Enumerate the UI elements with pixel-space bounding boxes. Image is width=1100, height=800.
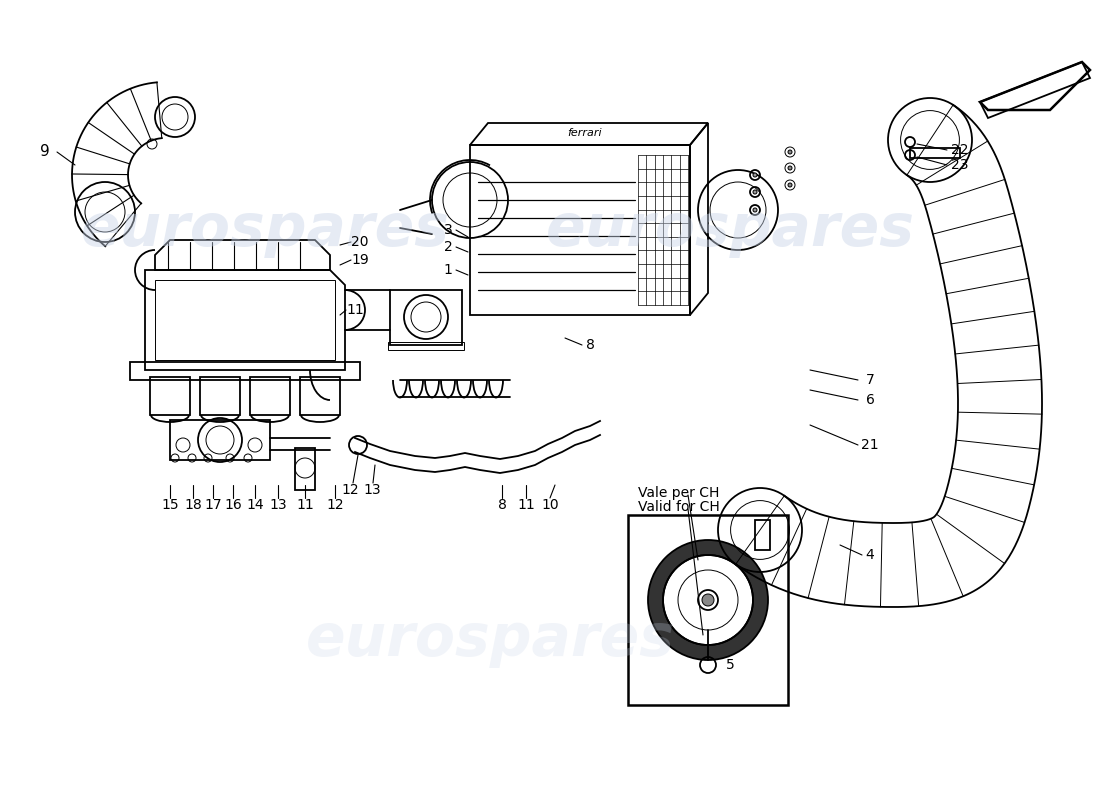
Text: 3: 3 <box>443 223 452 237</box>
Circle shape <box>754 190 757 194</box>
Bar <box>295 448 315 490</box>
Text: 6: 6 <box>866 393 874 407</box>
Text: 8: 8 <box>585 338 594 352</box>
Text: 4: 4 <box>866 548 874 562</box>
Bar <box>200 377 240 415</box>
Text: 2: 2 <box>443 240 452 254</box>
Text: 13: 13 <box>270 498 287 512</box>
Wedge shape <box>648 540 768 660</box>
Circle shape <box>702 594 714 606</box>
Bar <box>130 362 360 380</box>
Text: Vale per CH: Vale per CH <box>638 486 719 500</box>
Text: 1: 1 <box>443 263 452 277</box>
Text: 11: 11 <box>346 303 364 317</box>
Text: eurospares: eurospares <box>80 202 450 258</box>
Bar <box>388 342 464 350</box>
Circle shape <box>754 173 757 177</box>
Text: 7: 7 <box>866 373 874 387</box>
Text: 20: 20 <box>351 235 369 249</box>
Circle shape <box>788 183 792 187</box>
Text: 17: 17 <box>205 498 222 512</box>
Text: 12: 12 <box>327 498 344 512</box>
Text: 21: 21 <box>861 438 879 452</box>
Bar <box>910 148 960 158</box>
Text: 5: 5 <box>726 658 735 672</box>
Circle shape <box>788 166 792 170</box>
Text: 23: 23 <box>952 158 969 172</box>
Text: 22: 22 <box>952 143 969 157</box>
Bar <box>300 377 340 415</box>
Text: eurospares: eurospares <box>546 202 914 258</box>
Circle shape <box>678 570 738 630</box>
Bar <box>628 515 788 705</box>
Bar <box>470 145 690 315</box>
Text: ferrari: ferrari <box>568 128 603 138</box>
Text: 15: 15 <box>162 498 179 512</box>
Text: 18: 18 <box>184 498 202 512</box>
Circle shape <box>788 150 792 154</box>
Circle shape <box>754 208 757 212</box>
Text: 16: 16 <box>224 498 242 512</box>
Text: 11: 11 <box>517 498 535 512</box>
Text: 11: 11 <box>296 498 314 512</box>
Bar <box>390 290 462 345</box>
Text: 14: 14 <box>246 498 264 512</box>
Text: 10: 10 <box>541 498 559 512</box>
Text: 19: 19 <box>351 253 369 267</box>
Text: 12: 12 <box>341 483 359 497</box>
Text: Valid for CH: Valid for CH <box>638 500 719 514</box>
Text: 13: 13 <box>363 483 381 497</box>
Text: 8: 8 <box>497 498 506 512</box>
Text: eurospares: eurospares <box>306 611 674 669</box>
Bar <box>250 377 290 415</box>
Bar <box>170 420 270 460</box>
Bar <box>150 377 190 415</box>
Bar <box>755 520 770 550</box>
Text: 9: 9 <box>40 145 49 159</box>
